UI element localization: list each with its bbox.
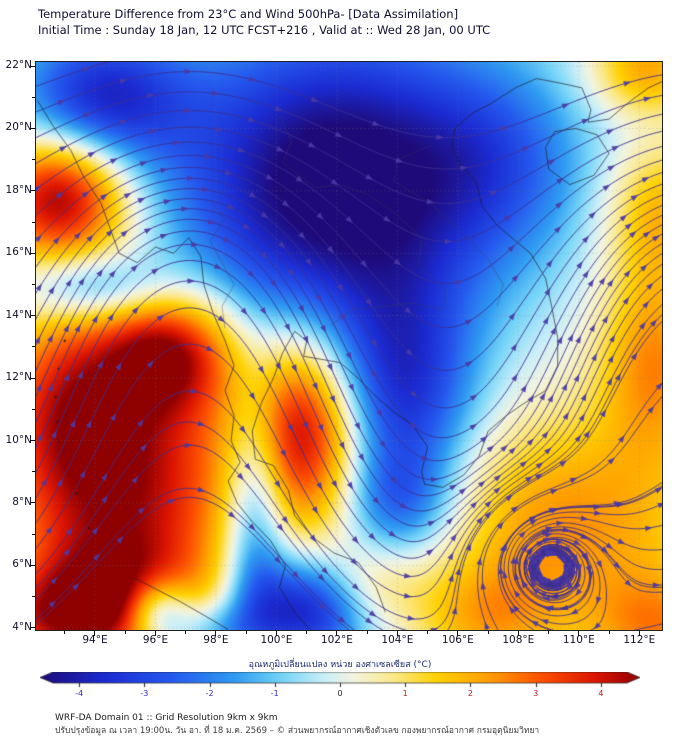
map-plot-area <box>35 61 663 631</box>
x-tick-label: 110°E <box>562 634 595 646</box>
y-minor-tick-mark <box>32 221 35 223</box>
x-tick-mark <box>638 631 640 636</box>
y-tick-label: 12°N <box>5 371 32 384</box>
colorbar-tick-label: 2 <box>467 689 473 698</box>
y-tick-label: 14°N <box>5 308 32 321</box>
x-minor-tick-mark <box>245 631 247 634</box>
x-minor-tick-mark <box>64 631 66 634</box>
colorbar-tick-label: 0 <box>337 689 343 698</box>
x-tick-mark <box>457 631 459 636</box>
y-tick-mark <box>30 377 35 379</box>
y-tick-mark <box>30 502 35 504</box>
x-minor-tick-mark <box>306 631 308 634</box>
y-tick-label: 20°N <box>5 121 32 134</box>
x-tick-mark <box>275 631 277 636</box>
y-minor-tick-mark <box>32 471 35 473</box>
chart-footer: WRF-DA Domain 01 :: Grid Resolution 9km … <box>55 712 539 738</box>
y-minor-tick-mark <box>32 159 35 161</box>
x-minor-tick-mark <box>487 631 489 634</box>
y-tick-label: 8°N <box>12 495 32 508</box>
x-tick-label: 112°E <box>623 634 656 646</box>
y-minor-tick-mark <box>32 596 35 598</box>
y-minor-tick-mark <box>32 533 35 535</box>
colorbar-tick-label: 4 <box>598 689 604 698</box>
x-minor-tick-mark <box>427 631 429 634</box>
y-minor-tick-mark <box>32 96 35 98</box>
y-tick-mark <box>30 190 35 192</box>
x-tick-label: 108°E <box>502 634 535 646</box>
colorbar-gradient <box>40 672 640 689</box>
x-minor-tick-mark <box>548 631 550 634</box>
colorbar-label: อุณหภูมิเปลี่ยนแปลง หน่วย องศาเซลเซียส (… <box>248 660 432 670</box>
x-tick-mark <box>336 631 338 636</box>
x-minor-tick-mark <box>185 631 187 634</box>
chart-header: Temperature Difference from 23°C and Win… <box>38 6 490 38</box>
x-tick-mark <box>154 631 156 636</box>
x-tick-label: 102°E <box>320 634 353 646</box>
y-tick-label: 18°N <box>5 183 32 196</box>
x-tick-label: 106°E <box>441 634 474 646</box>
y-tick-mark <box>30 315 35 317</box>
colorbar-tick-label: -2 <box>205 689 214 698</box>
y-tick-mark <box>30 65 35 67</box>
y-tick-mark <box>30 627 35 629</box>
x-tick-mark <box>215 631 217 636</box>
y-minor-tick-mark <box>32 408 35 410</box>
y-tick-mark <box>30 564 35 566</box>
y-tick-label: 22°N <box>5 59 32 72</box>
temperature-wind-canvas <box>36 62 662 630</box>
x-tick-label: 104°E <box>381 634 414 646</box>
x-tick-mark <box>517 631 519 636</box>
colorbar-tick-label: -1 <box>270 689 279 698</box>
y-tick-mark <box>30 252 35 254</box>
x-tick-label: 98°E <box>203 634 229 646</box>
y-minor-tick-mark <box>32 284 35 286</box>
x-minor-tick-mark <box>366 631 368 634</box>
y-tick-label: 6°N <box>12 558 32 571</box>
y-tick-mark <box>30 440 35 442</box>
x-tick-mark <box>94 631 96 636</box>
colorbar-tick-label: 3 <box>533 689 539 698</box>
x-tick-label: 96°E <box>142 634 169 646</box>
x-minor-tick-mark <box>608 631 610 634</box>
colorbar-tick-label: 1 <box>402 689 408 698</box>
colorbar-tick-label: -3 <box>140 689 149 698</box>
x-tick-label: 100°E <box>260 634 293 646</box>
y-tick-label: 4°N <box>12 620 32 633</box>
chart-subtitle: Initial Time : Sunday 18 Jan, 12 UTC FCS… <box>38 23 491 37</box>
colorbar-tick-label: -4 <box>75 689 84 698</box>
y-tick-label: 16°N <box>5 246 32 259</box>
x-minor-tick-mark <box>124 631 126 634</box>
chart-title: Temperature Difference from 23°C and Win… <box>38 7 459 21</box>
y-tick-label: 10°N <box>5 433 32 446</box>
y-minor-tick-mark <box>32 346 35 348</box>
x-tick-mark <box>396 631 398 636</box>
x-tick-label: 94°E <box>82 634 108 646</box>
y-tick-mark <box>30 127 35 129</box>
x-tick-mark <box>578 631 580 636</box>
footer-domain-info: WRF-DA Domain 01 :: Grid Resolution 9km … <box>55 713 278 723</box>
footer-update-info: ปรับปรุงข้อมูล ณ เวลา 19:00น. วัน อา. ที… <box>55 726 540 736</box>
